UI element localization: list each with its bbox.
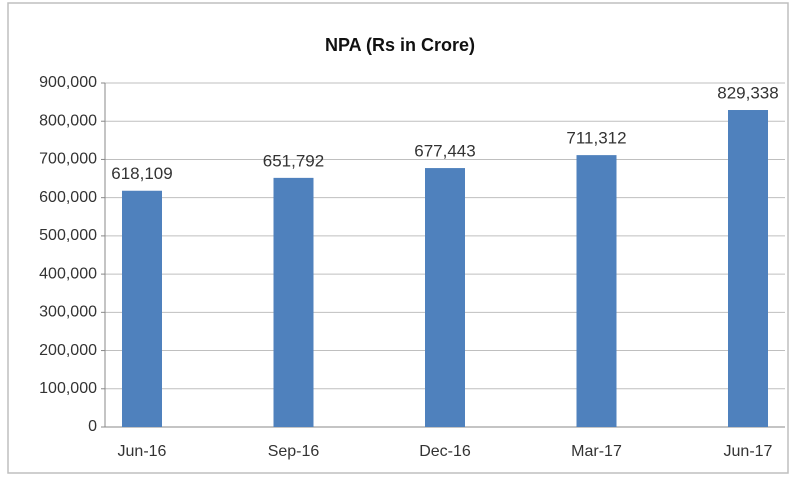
x-tick-label: Jun-16 <box>118 443 167 460</box>
value-label: 829,338 <box>717 83 778 102</box>
y-tick-label: 0 <box>88 418 97 435</box>
y-tick-label: 300,000 <box>39 304 97 321</box>
value-label: 711,312 <box>566 129 626 148</box>
bar <box>728 110 768 428</box>
y-tick-label: 900,000 <box>39 74 97 91</box>
x-tick-label: Dec-16 <box>419 443 471 460</box>
value-label: 651,792 <box>263 151 324 170</box>
y-tick-label: 800,000 <box>39 112 97 129</box>
bar <box>273 177 314 427</box>
bar <box>425 168 465 428</box>
x-tick-label: Jun-17 <box>724 443 773 460</box>
value-label: 677,443 <box>414 142 475 161</box>
y-tick-label: 700,000 <box>39 151 97 168</box>
bar <box>576 155 617 428</box>
y-tick-label: 100,000 <box>39 380 97 397</box>
chart-title: NPA (Rs in Crore) <box>325 35 475 55</box>
y-tick-label: 200,000 <box>39 342 97 359</box>
value-label: 618,109 <box>111 164 172 183</box>
bar <box>122 190 162 427</box>
y-tick-label: 400,000 <box>39 265 97 282</box>
y-tick-label: 500,000 <box>39 227 97 244</box>
y-tick-label: 600,000 <box>39 189 97 206</box>
x-tick-label: Sep-16 <box>268 443 320 460</box>
x-tick-label: Mar-17 <box>571 443 622 460</box>
